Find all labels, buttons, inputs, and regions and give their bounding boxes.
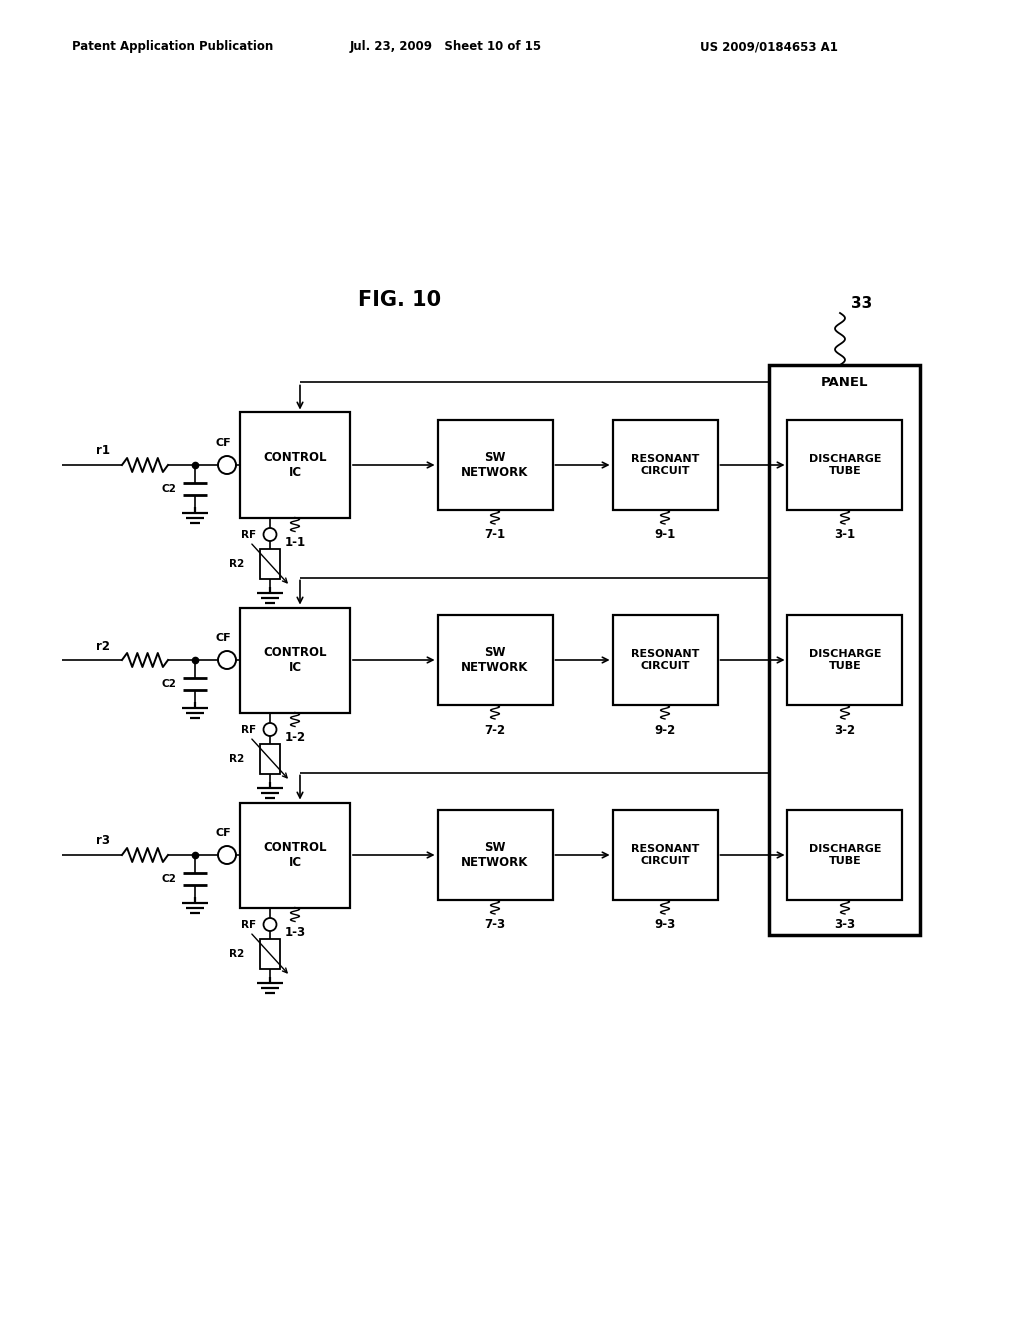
Text: r2: r2	[96, 639, 110, 652]
Text: 3-3: 3-3	[835, 919, 856, 932]
Text: 1-2: 1-2	[285, 731, 305, 744]
Text: 9-3: 9-3	[654, 919, 676, 932]
Text: 7-3: 7-3	[484, 919, 506, 932]
Bar	[612, 615, 718, 705]
Bar	[260, 549, 280, 579]
Text: 7-2: 7-2	[484, 723, 506, 737]
Text: SW
NETWORK: SW NETWORK	[462, 645, 528, 675]
Circle shape	[263, 723, 276, 737]
Text: C2: C2	[162, 874, 176, 884]
Text: RESONANT
CIRCUIT: RESONANT CIRCUIT	[631, 649, 699, 671]
Text: 1-1: 1-1	[285, 536, 305, 549]
Text: r1: r1	[96, 445, 110, 458]
Circle shape	[263, 528, 276, 541]
Text: SW
NETWORK: SW NETWORK	[462, 841, 528, 869]
Text: R2: R2	[228, 949, 244, 960]
Text: CF: CF	[215, 828, 230, 838]
Text: US 2009/0184653 A1: US 2009/0184653 A1	[700, 40, 838, 53]
Text: C2: C2	[162, 484, 176, 494]
Text: 9-2: 9-2	[654, 723, 676, 737]
Text: DISCHARGE
TUBE: DISCHARGE TUBE	[809, 649, 882, 671]
Text: 3-1: 3-1	[835, 528, 856, 541]
Text: 3-2: 3-2	[835, 723, 856, 737]
Bar	[787, 420, 902, 510]
Bar	[787, 810, 902, 900]
Text: 9-1: 9-1	[654, 528, 676, 541]
Text: Patent Application Publication: Patent Application Publication	[72, 40, 273, 53]
Text: RESONANT
CIRCUIT: RESONANT CIRCUIT	[631, 454, 699, 475]
Text: 33: 33	[851, 296, 872, 310]
Bar	[787, 615, 902, 705]
Text: DISCHARGE
TUBE: DISCHARGE TUBE	[809, 454, 882, 475]
Text: FIG. 10: FIG. 10	[358, 290, 441, 310]
Text: R2: R2	[228, 754, 244, 764]
Bar	[437, 420, 553, 510]
Text: DISCHARGE
TUBE: DISCHARGE TUBE	[809, 845, 882, 866]
Bar	[260, 939, 280, 969]
Bar	[769, 366, 921, 935]
Text: 7-1: 7-1	[484, 528, 506, 541]
Bar	[612, 810, 718, 900]
Bar	[437, 810, 553, 900]
Circle shape	[218, 455, 236, 474]
Text: CONTROL
IC: CONTROL IC	[263, 645, 327, 675]
Bar	[437, 615, 553, 705]
Bar	[240, 803, 350, 908]
Text: RESONANT
CIRCUIT: RESONANT CIRCUIT	[631, 845, 699, 866]
Text: 1-3: 1-3	[285, 927, 305, 939]
Circle shape	[218, 651, 236, 669]
Text: RF: RF	[242, 725, 257, 734]
Text: RF: RF	[242, 529, 257, 540]
Text: CF: CF	[215, 634, 230, 643]
Text: Jul. 23, 2009   Sheet 10 of 15: Jul. 23, 2009 Sheet 10 of 15	[350, 40, 542, 53]
Bar	[612, 420, 718, 510]
Circle shape	[263, 917, 276, 931]
Bar	[240, 607, 350, 713]
Text: CF: CF	[215, 438, 230, 447]
Bar	[260, 744, 280, 774]
Text: CONTROL
IC: CONTROL IC	[263, 841, 327, 869]
Text: CONTROL
IC: CONTROL IC	[263, 451, 327, 479]
Text: PANEL: PANEL	[821, 376, 868, 389]
Text: R2: R2	[228, 558, 244, 569]
Text: r3: r3	[96, 834, 110, 847]
Text: SW
NETWORK: SW NETWORK	[462, 451, 528, 479]
Bar	[240, 412, 350, 517]
Text: RF: RF	[242, 920, 257, 929]
Circle shape	[218, 846, 236, 865]
Text: C2: C2	[162, 678, 176, 689]
